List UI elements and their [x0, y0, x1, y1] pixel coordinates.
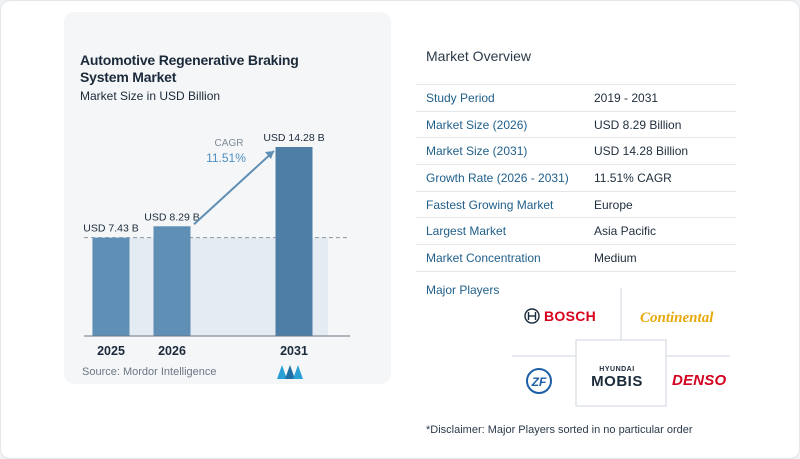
- bar: [92, 237, 130, 336]
- overview-key: Growth Rate (2026 - 2031): [416, 164, 582, 192]
- table-row: Fastest Growing Market Europe: [416, 191, 736, 219]
- mordor-intelligence-logo-icon: [277, 365, 303, 379]
- bar: [153, 226, 191, 336]
- overview-key: Market Size (2031): [416, 137, 582, 166]
- data-label: USD 7.43 B: [83, 223, 138, 235]
- source-note: Source: Mordor Intelligence: [82, 366, 217, 378]
- data-label: USD 14.28 B: [263, 132, 324, 144]
- hyundai-wordmark: HYUNDAI: [599, 366, 635, 373]
- zf-logo-icon: ZF: [526, 368, 552, 394]
- data-label: USD 8.29 B: [144, 211, 199, 223]
- x-tick-label: 2025: [97, 344, 125, 358]
- disclaimer: *Disclaimer: Major Players sorted in no …: [426, 424, 693, 436]
- overview-key: Market Concentration: [416, 244, 582, 272]
- overview-value: 11.51% CAGR: [582, 164, 736, 192]
- cagr-value: 11.51%: [206, 151, 246, 165]
- table-row: Growth Rate (2026 - 2031) 11.51% CAGR: [416, 164, 736, 192]
- overview-value: Asia Pacific: [582, 217, 736, 246]
- table-row: Market Size (2026) USD 8.29 Billion: [416, 111, 736, 139]
- x-tick-label: 2031: [280, 344, 308, 358]
- cagr-arrow: [193, 150, 275, 226]
- bar: [275, 147, 313, 336]
- major-players-title: Major Players: [426, 283, 500, 297]
- players-grid: [512, 288, 730, 407]
- bosch-wordmark: BOSCH: [544, 308, 597, 324]
- continental-logo: Continental: [640, 310, 713, 327]
- mobis-wordmark: MOBIS: [591, 373, 643, 390]
- hyundai-mobis-logo: HYUNDAI MOBIS: [584, 366, 650, 390]
- x-tick-label: 2026: [158, 344, 186, 358]
- overview-table: Study Period 2019 - 2031 Market Size (202…: [416, 84, 736, 272]
- bosch-armature-icon: [524, 308, 540, 324]
- continental-wordmark: Continental: [640, 310, 714, 326]
- bar-chart: USD 7.43 B 2025 USD 8.29 B 2026 USD 14.28 B 2…: [83, 132, 350, 358]
- chart-subtitle: Market Size in USD Billion: [80, 89, 221, 103]
- overview-value: 2019 - 2031: [582, 84, 736, 112]
- denso-logo: DENSO: [672, 372, 726, 389]
- overview-value: USD 8.29 Billion: [582, 111, 736, 139]
- table-row: Market Concentration Medium: [416, 244, 736, 272]
- overview-key: Largest Market: [416, 217, 582, 246]
- table-row: Largest Market Asia Pacific: [416, 217, 736, 246]
- cagr-label: CAGR: [215, 138, 244, 149]
- overview-key: Market Size (2026): [416, 111, 582, 139]
- denso-wordmark: DENSO: [672, 372, 727, 389]
- overview-key: Study Period: [416, 84, 582, 112]
- overview-value: USD 14.28 Billion: [582, 137, 736, 166]
- overview-title: Market Overview: [426, 48, 532, 64]
- table-row: Market Size (2031) USD 14.28 Billion: [416, 137, 736, 166]
- overview-value: Europe: [582, 191, 736, 219]
- zf-wordmark: ZF: [531, 375, 547, 389]
- table-row: Study Period 2019 - 2031: [416, 84, 736, 112]
- chart-title: Automotive Regenerative Braking System M…: [80, 52, 299, 85]
- bosch-logo: BOSCH: [524, 308, 596, 324]
- cagr-arrowhead: [265, 151, 274, 159]
- overview-value: Medium: [582, 244, 736, 272]
- overview-key: Fastest Growing Market: [416, 191, 582, 219]
